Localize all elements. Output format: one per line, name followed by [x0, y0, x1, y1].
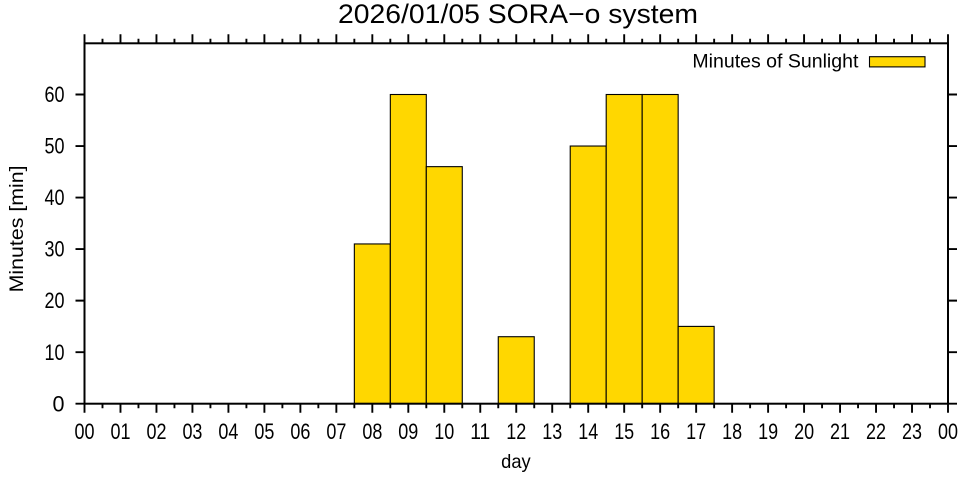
svg-text:01: 01: [110, 419, 130, 444]
svg-text:15: 15: [614, 419, 634, 444]
svg-text:18: 18: [722, 419, 742, 444]
svg-text:2026/01/05 SORA−o system: 2026/01/05 SORA−o system: [338, 0, 698, 29]
svg-text:12: 12: [506, 419, 526, 444]
svg-text:0: 0: [53, 391, 65, 416]
svg-text:09: 09: [398, 419, 418, 444]
svg-text:Minutes [min]: Minutes [min]: [6, 165, 28, 292]
svg-text:04: 04: [218, 419, 238, 444]
svg-text:06: 06: [290, 419, 310, 444]
svg-text:22: 22: [866, 419, 886, 444]
svg-text:30: 30: [45, 237, 65, 262]
svg-text:14: 14: [578, 419, 598, 444]
svg-text:05: 05: [254, 419, 274, 444]
svg-text:13: 13: [542, 419, 562, 444]
svg-text:17: 17: [686, 419, 706, 444]
svg-text:day: day: [501, 451, 531, 473]
svg-text:20: 20: [794, 419, 814, 444]
svg-text:11: 11: [470, 419, 490, 444]
svg-text:20: 20: [45, 288, 65, 313]
svg-text:08: 08: [362, 419, 382, 444]
svg-text:10: 10: [45, 340, 65, 365]
svg-text:Minutes of Sunlight: Minutes of Sunlight: [692, 52, 859, 73]
svg-text:19: 19: [758, 419, 778, 444]
svg-text:50: 50: [45, 134, 65, 159]
svg-text:02: 02: [146, 419, 166, 444]
svg-text:16: 16: [650, 419, 670, 444]
svg-text:60: 60: [45, 82, 65, 107]
svg-text:00: 00: [938, 419, 958, 444]
svg-text:03: 03: [182, 419, 202, 444]
svg-text:10: 10: [434, 419, 454, 444]
svg-text:23: 23: [902, 419, 922, 444]
svg-text:40: 40: [45, 185, 65, 210]
svg-text:21: 21: [830, 419, 850, 444]
svg-text:00: 00: [75, 419, 95, 444]
svg-text:07: 07: [326, 419, 346, 444]
